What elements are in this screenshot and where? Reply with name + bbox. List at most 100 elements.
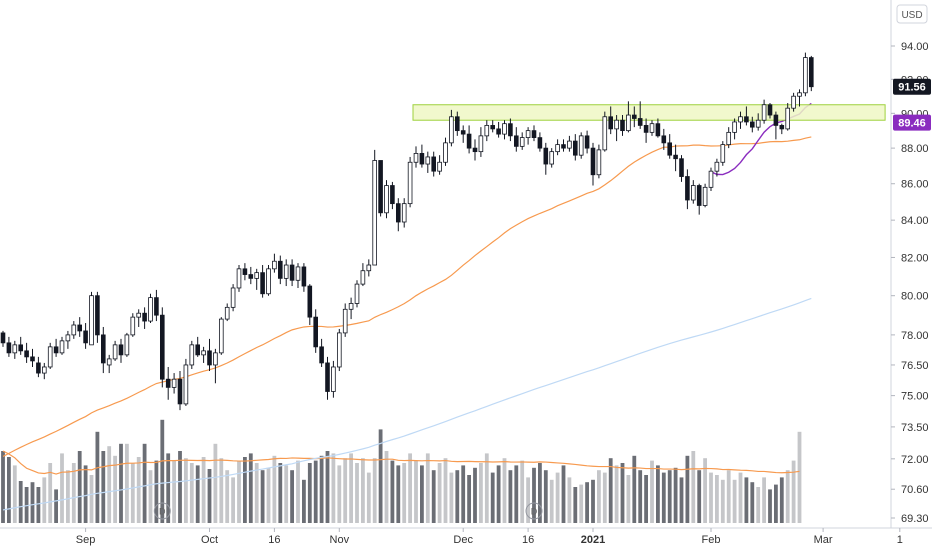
candle[interactable] (106, 354, 112, 374)
candle[interactable] (708, 167, 714, 191)
candle[interactable] (53, 338, 59, 357)
candle[interactable] (696, 183, 702, 215)
candle[interactable] (478, 127, 484, 157)
candle[interactable] (608, 106, 613, 135)
candle[interactable] (537, 132, 543, 152)
candle[interactable] (667, 134, 672, 159)
candle[interactable] (561, 139, 566, 152)
candle[interactable] (726, 127, 731, 149)
candle[interactable] (496, 121, 501, 138)
candle[interactable] (573, 134, 578, 161)
candle[interactable] (59, 336, 65, 355)
candle[interactable] (419, 144, 425, 168)
candle[interactable] (360, 263, 366, 287)
candle[interactable] (6, 336, 12, 357)
candle[interactable] (148, 293, 153, 324)
candle[interactable] (649, 120, 655, 136)
candle[interactable] (260, 265, 265, 298)
candle[interactable] (130, 313, 136, 337)
candle[interactable] (95, 291, 100, 343)
candle[interactable] (177, 371, 183, 411)
candle[interactable] (136, 309, 142, 327)
candle[interactable] (779, 123, 785, 135)
candle[interactable] (567, 135, 572, 152)
candle[interactable] (336, 328, 342, 372)
candle[interactable] (218, 317, 224, 355)
candle[interactable] (65, 330, 71, 349)
candle[interactable] (118, 338, 124, 363)
candle[interactable] (555, 139, 560, 156)
candle[interactable] (289, 259, 295, 287)
candle[interactable] (378, 160, 383, 217)
candle[interactable] (366, 259, 372, 277)
candle[interactable] (490, 120, 495, 133)
time-axis[interactable]: Sep Oct 16 Nov Dec 16 2021 Feb Mar 1 (76, 528, 903, 546)
candle[interactable] (519, 132, 525, 150)
candle[interactable] (342, 303, 348, 337)
candle[interactable] (295, 263, 301, 288)
candle[interactable] (325, 356, 330, 400)
candle[interactable] (159, 307, 165, 388)
candle[interactable] (354, 280, 360, 308)
candle[interactable] (213, 348, 218, 384)
candle[interactable] (626, 101, 631, 133)
candle[interactable] (543, 142, 549, 175)
candle[interactable] (30, 348, 35, 367)
candle[interactable] (71, 321, 77, 339)
candle[interactable] (484, 120, 490, 142)
currency-badge[interactable]: USD (896, 4, 928, 24)
candle[interactable] (744, 106, 749, 126)
candle[interactable] (437, 155, 442, 175)
candle[interactable] (797, 89, 802, 107)
resistance-zone[interactable] (412, 104, 886, 121)
candle[interactable] (655, 118, 661, 138)
candle[interactable] (224, 303, 230, 322)
candle[interactable] (691, 180, 696, 204)
candle[interactable] (0, 330, 6, 347)
candle[interactable] (425, 151, 431, 173)
candle[interactable] (307, 284, 313, 325)
candle[interactable] (661, 128, 667, 150)
candle[interactable] (165, 366, 171, 400)
candle[interactable] (549, 148, 554, 168)
candle[interactable] (313, 309, 318, 353)
candle[interactable] (773, 111, 779, 140)
candle[interactable] (803, 52, 808, 97)
candle[interactable] (36, 356, 41, 378)
candle[interactable] (77, 317, 83, 337)
candle[interactable] (614, 115, 619, 142)
candle[interactable] (413, 146, 419, 168)
candle[interactable] (578, 132, 584, 159)
candle[interactable] (18, 336, 23, 355)
candle[interactable] (514, 127, 519, 152)
candle[interactable] (502, 120, 507, 140)
candle[interactable] (460, 125, 466, 143)
candle[interactable] (24, 342, 29, 363)
candle[interactable] (449, 109, 454, 147)
dividend-marker[interactable]: D (525, 502, 543, 520)
candle[interactable] (632, 106, 637, 128)
candle[interactable] (472, 139, 478, 161)
candle[interactable] (809, 55, 814, 92)
candle[interactable] (248, 266, 254, 285)
candle[interactable] (508, 118, 513, 142)
candle[interactable] (431, 151, 436, 177)
candle[interactable] (319, 338, 324, 367)
candle[interactable] (750, 116, 755, 133)
candle[interactable] (785, 103, 790, 131)
candle[interactable] (171, 373, 177, 394)
candle[interactable] (531, 125, 537, 142)
candle[interactable] (301, 263, 307, 292)
candle[interactable] (602, 111, 608, 152)
candle[interactable] (384, 180, 389, 219)
candle[interactable] (142, 307, 147, 329)
candle[interactable] (395, 198, 401, 232)
candle[interactable] (620, 115, 625, 136)
candle[interactable] (242, 263, 248, 281)
candle[interactable] (266, 265, 271, 296)
candle[interactable] (720, 141, 726, 166)
candle[interactable] (272, 253, 277, 273)
candle[interactable] (679, 155, 684, 182)
